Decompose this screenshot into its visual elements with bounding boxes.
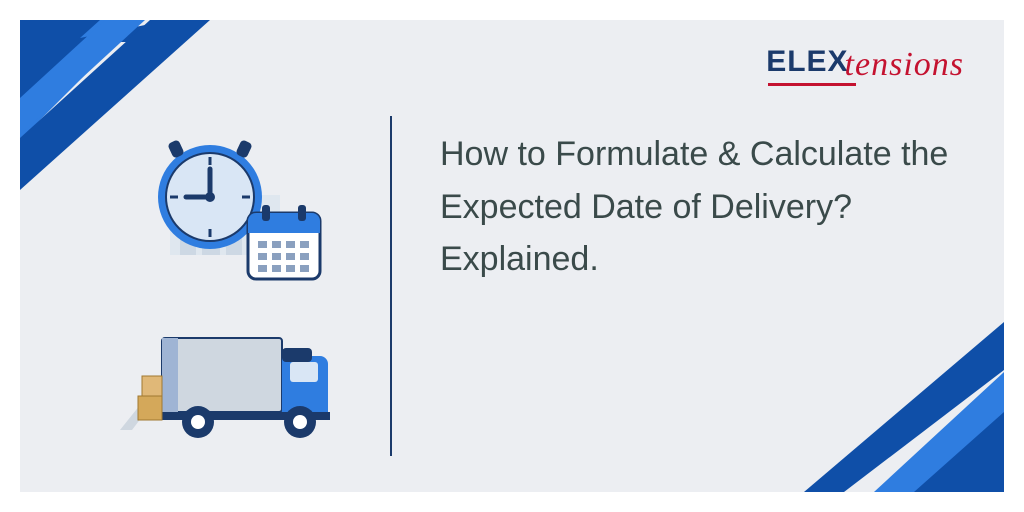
banner-title: How to Formulate & Calculate the Expecte…	[440, 128, 970, 286]
clock-calendar-icon	[140, 135, 330, 305]
corner-stripe-bottom-right	[804, 322, 1004, 492]
illustration-area	[130, 135, 370, 455]
logo-tensions-text: tensions	[845, 46, 964, 83]
banner-card: ELEXtensions How to Formulate & Calculat…	[20, 20, 1004, 492]
delivery-truck-icon	[120, 320, 350, 450]
brand-logo: ELEXtensions	[766, 42, 964, 80]
logo-elex-text: ELEX	[766, 45, 848, 78]
logo-underline	[768, 83, 856, 86]
vertical-divider	[390, 116, 392, 456]
